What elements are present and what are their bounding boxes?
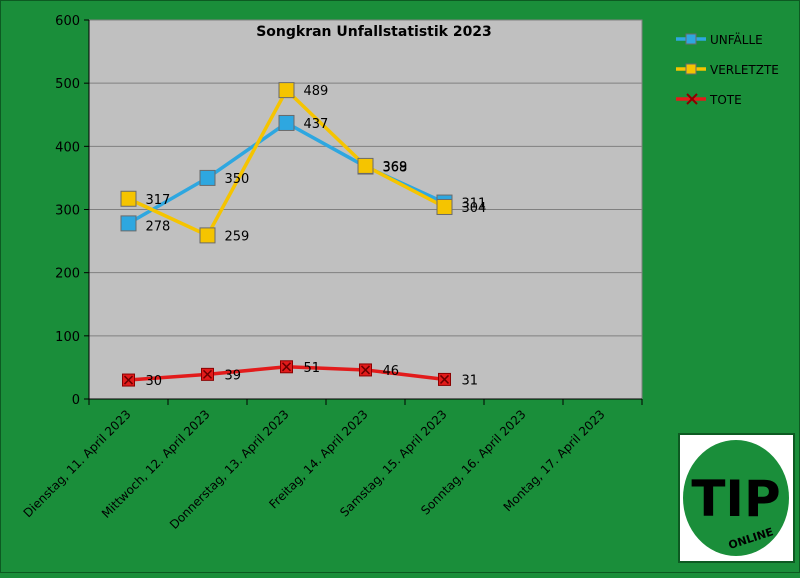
data-label: 437 bbox=[304, 117, 329, 132]
data-label: 51 bbox=[304, 361, 321, 376]
y-tick-label: 400 bbox=[55, 140, 80, 155]
legend-label: VERLETZTE bbox=[710, 63, 779, 77]
data-label: 317 bbox=[146, 193, 171, 208]
legend-label: TOTE bbox=[709, 93, 742, 107]
data-label: 39 bbox=[225, 368, 242, 383]
data-label: 369 bbox=[383, 160, 408, 175]
data-label: 30 bbox=[146, 374, 163, 389]
data-point bbox=[278, 114, 295, 131]
data-point bbox=[199, 169, 216, 186]
data-point-cross bbox=[360, 365, 371, 375]
tip-online-logo: TIP ONLINE bbox=[678, 433, 795, 563]
data-point bbox=[199, 227, 216, 244]
legend-label: UNFÄLLE bbox=[710, 32, 763, 47]
series-layer: 278 350 437 368 311 317 259 489 369 304 30 39 51 46 31 bbox=[120, 82, 487, 389]
data-point-cross bbox=[281, 362, 292, 372]
logo-text: TIP bbox=[691, 470, 780, 528]
legend-marker bbox=[685, 63, 697, 75]
data-point bbox=[436, 198, 453, 215]
data-label: 304 bbox=[462, 201, 487, 216]
grid-lines bbox=[89, 19, 642, 337]
data-label: 489 bbox=[304, 84, 329, 99]
logo-circle bbox=[683, 440, 789, 556]
y-tick-label: 300 bbox=[55, 204, 80, 219]
data-point-cross bbox=[439, 374, 450, 384]
y-tick-label: 500 bbox=[55, 77, 80, 92]
y-tick-label: 100 bbox=[55, 330, 80, 345]
y-tick-label: 200 bbox=[55, 267, 80, 282]
data-point bbox=[120, 215, 137, 232]
data-point bbox=[278, 82, 295, 99]
legend-marker bbox=[686, 93, 698, 105]
data-label: 278 bbox=[146, 219, 171, 234]
data-label: 311 bbox=[462, 197, 487, 212]
legend-marker bbox=[685, 33, 697, 45]
chart-title: Songkran Unfallstatistik 2023 bbox=[256, 24, 492, 40]
data-label: 350 bbox=[225, 172, 250, 187]
y-tick-label: 0 bbox=[72, 393, 80, 408]
data-label: 31 bbox=[462, 373, 479, 388]
legend: UNFÄLLE VERLETZTE TOTE bbox=[676, 32, 779, 107]
data-label: 46 bbox=[383, 364, 400, 379]
data-point bbox=[357, 157, 374, 174]
data-label: 259 bbox=[225, 229, 250, 244]
y-tick-label: 600 bbox=[55, 14, 80, 29]
data-label: 368 bbox=[383, 161, 408, 176]
data-point-cross bbox=[123, 375, 134, 385]
data-point-cross bbox=[202, 369, 213, 379]
data-point bbox=[120, 190, 137, 207]
